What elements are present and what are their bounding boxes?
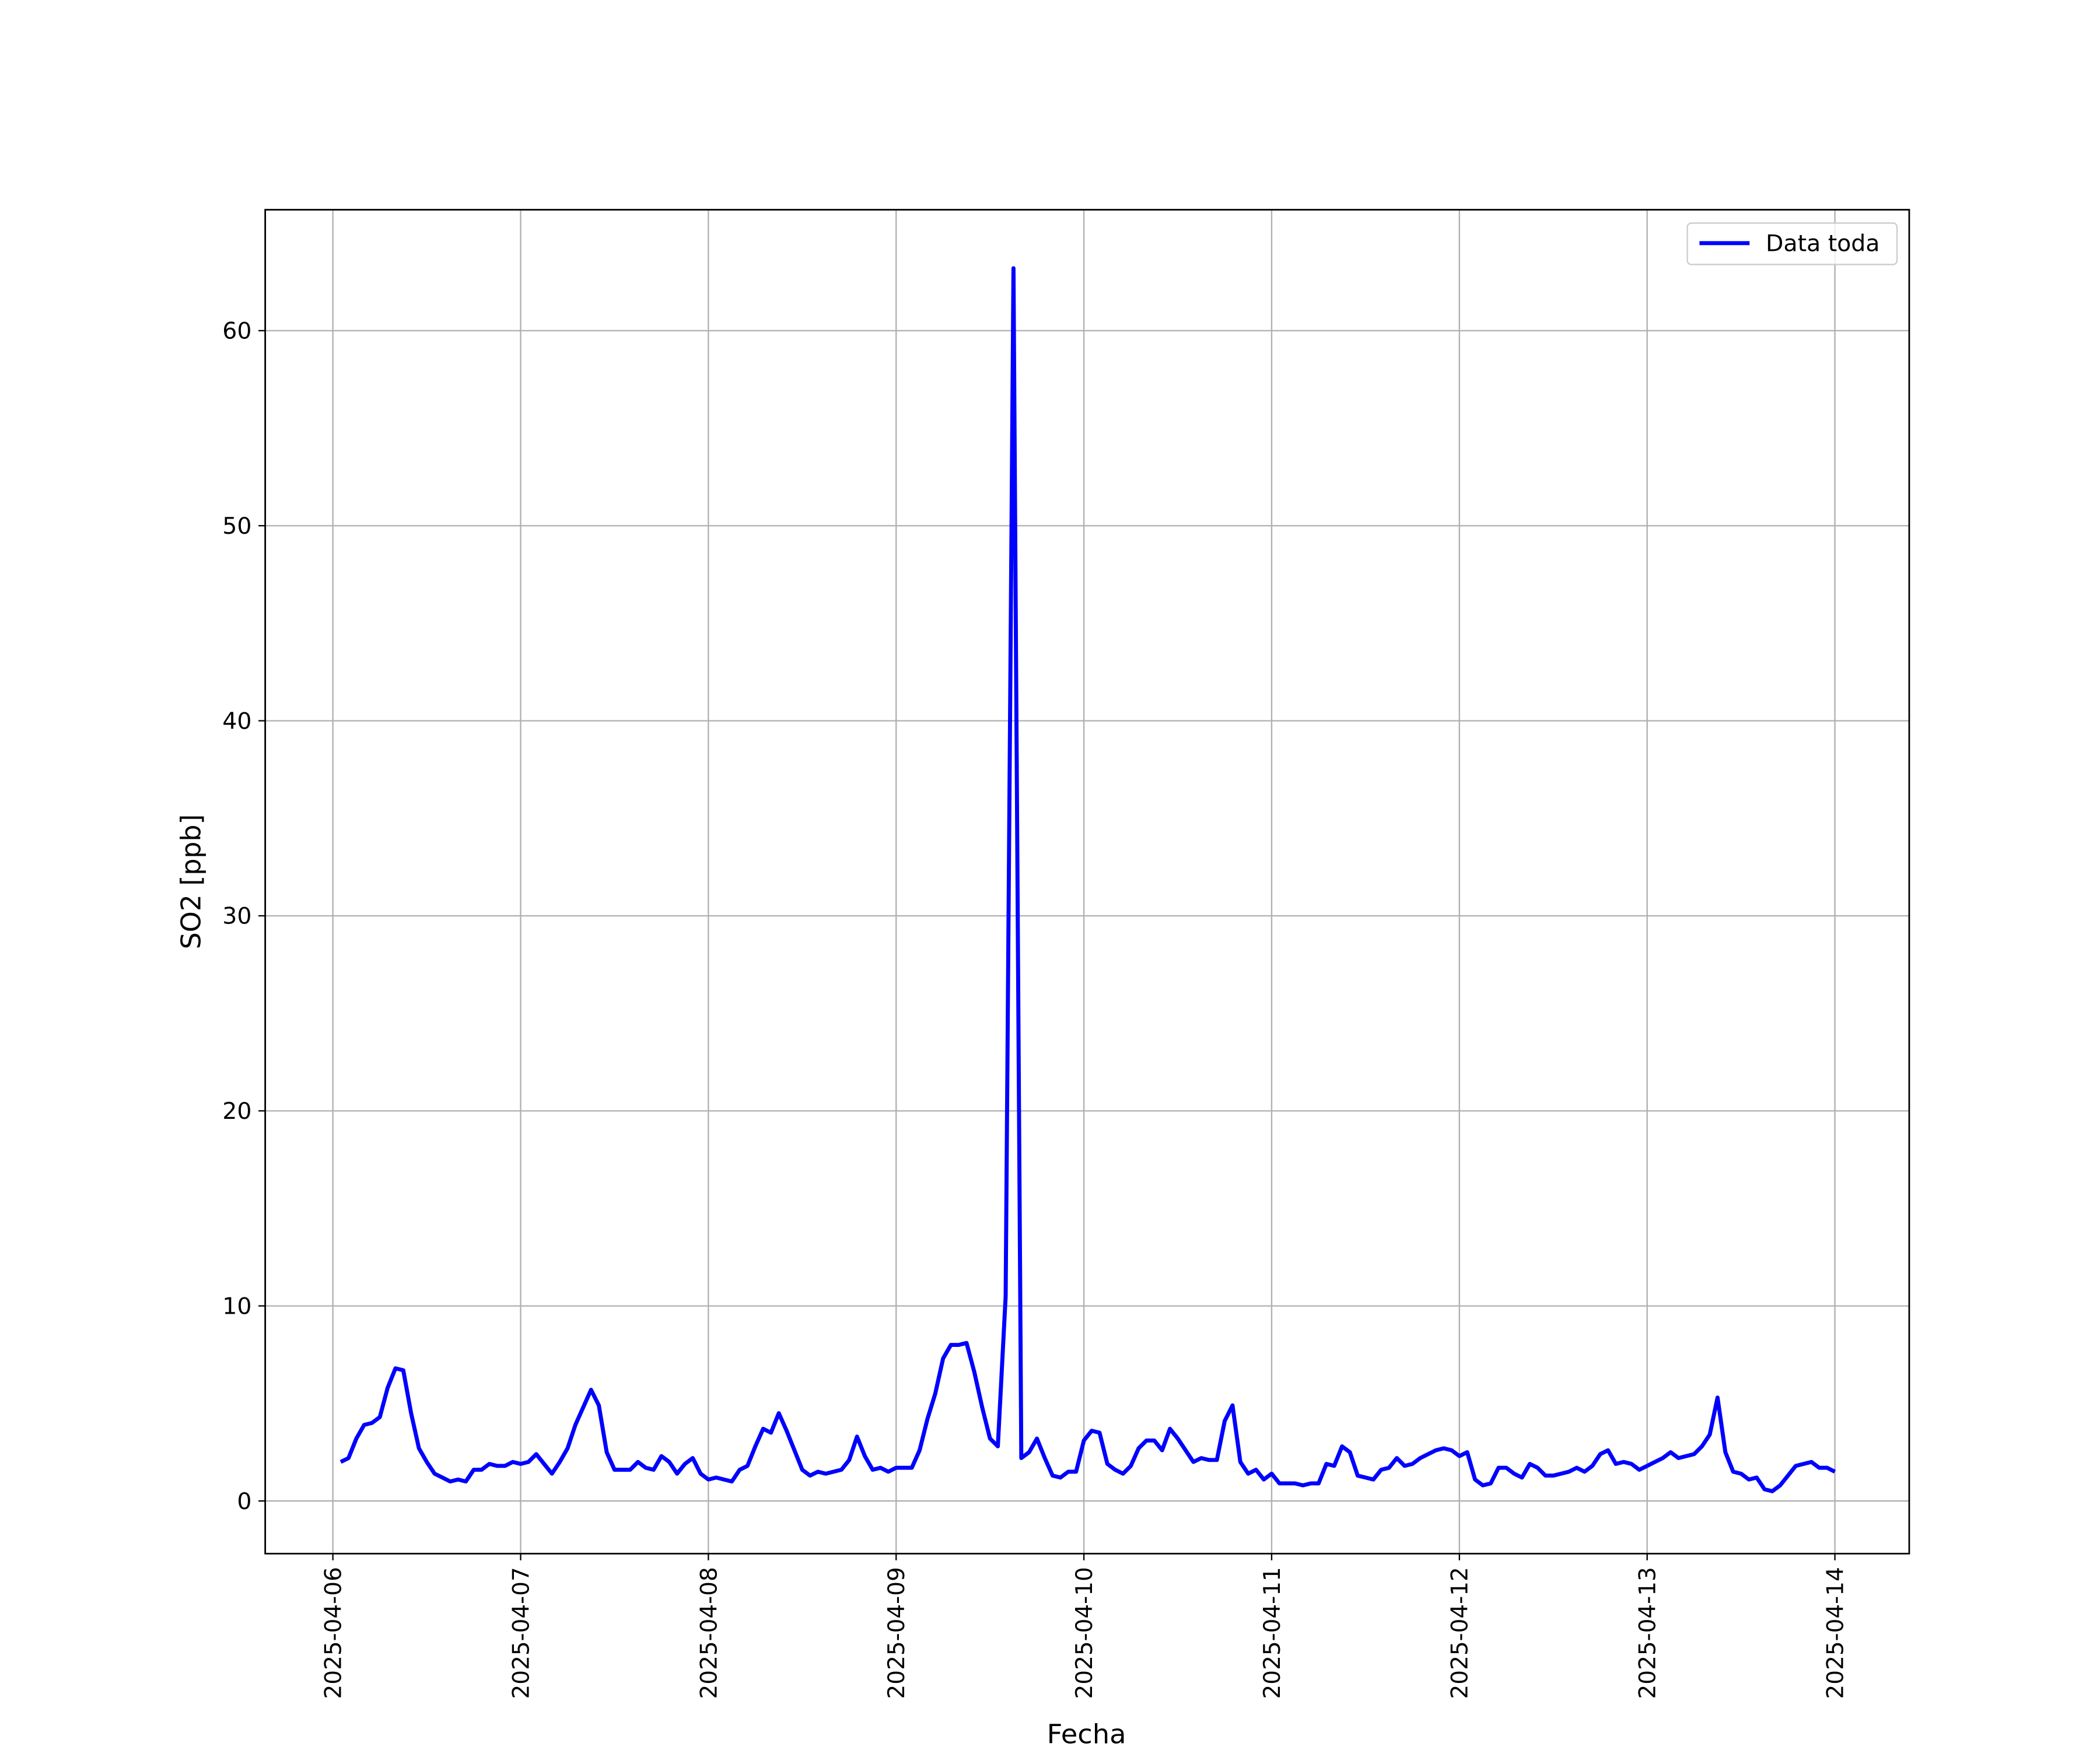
x-tick-label: 2025-04-11 [1259,1567,1286,1699]
x-tick-label: 2025-04-12 [1447,1567,1474,1699]
x-tick-label: 2025-04-06 [320,1567,346,1699]
grid [265,209,1909,1554]
x-axis-label: Fecha [1047,1718,1126,1750]
y-tick-label: 0 [237,1489,251,1515]
y-tick-label: 40 [222,709,251,735]
legend-label: Data toda [1766,231,1880,257]
y-tick-label: 50 [222,513,251,540]
y-tick-label: 30 [222,904,251,930]
x-tick-label: 2025-04-07 [508,1567,534,1699]
y-tick-label: 10 [222,1294,251,1320]
x-tick-label: 2025-04-14 [1822,1567,1849,1699]
x-tick-label: 2025-04-13 [1634,1567,1661,1699]
y-tick-label: 60 [222,318,251,345]
data-line [340,266,1836,1493]
axes-frame [264,209,1910,1555]
y-tick-label: 20 [222,1098,251,1125]
plot-area [340,266,1836,1493]
x-tick-label: 2025-04-08 [696,1567,722,1699]
legend: Data toda [1686,222,1898,265]
y-axis-label: SO2 [ppb] [175,814,206,950]
x-tick-label: 2025-04-10 [1072,1567,1098,1699]
x-tick-label: 2025-04-09 [884,1567,910,1699]
legend-box [1686,222,1898,265]
